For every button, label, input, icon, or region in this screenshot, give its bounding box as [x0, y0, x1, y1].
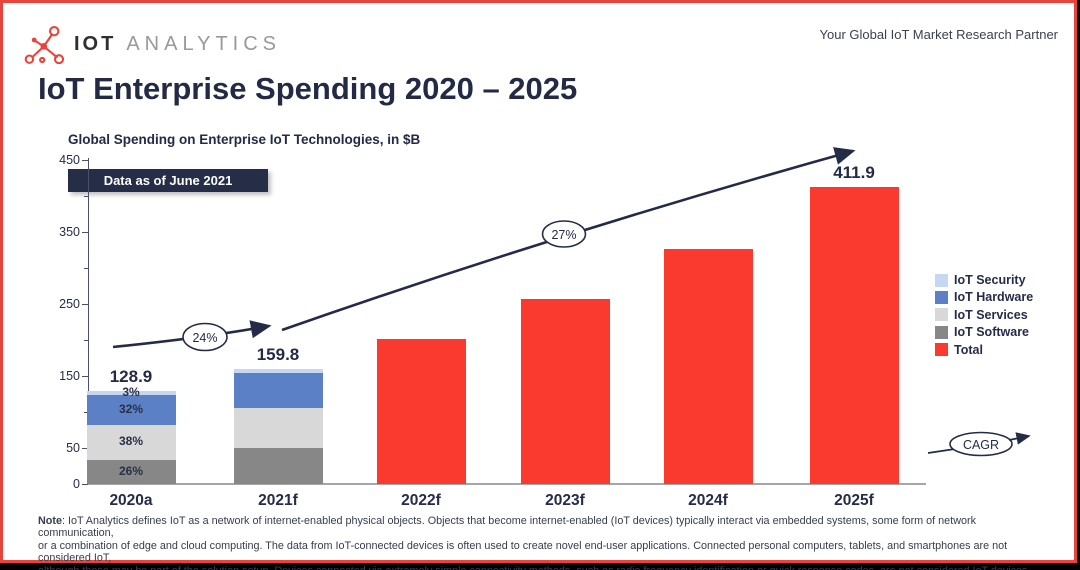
note-line-2: or a combination of edge and cloud compu…	[38, 539, 1008, 565]
legend-swatch-iot-hardware	[935, 290, 948, 304]
y-tick-150	[82, 376, 88, 377]
legend-swatch-iot-services	[935, 308, 948, 322]
y-tick-300	[84, 268, 88, 269]
legend-swatch-iot-security	[935, 273, 948, 287]
pct-label-2020a-iot-services: 38%	[118, 434, 144, 449]
bar-2024f	[663, 249, 753, 484]
page-title: IoT Enterprise Spending 2020 – 2025	[38, 71, 578, 106]
y-tick-400	[84, 196, 88, 197]
segment-2020a-iot-security	[86, 391, 176, 395]
legend-label: IoT Software	[954, 325, 1030, 340]
y-tick-50	[82, 448, 88, 449]
legend-item-iot-services: IoT Services	[935, 308, 1028, 322]
data-asof-badge: Data as of June 2021	[68, 169, 268, 192]
molecule-logo-icon	[24, 26, 64, 64]
y-tick-450	[82, 160, 88, 161]
pct-label-2020a-iot-security: 3%	[122, 385, 140, 400]
y-tick-0	[82, 484, 88, 485]
iot-analytics-logo: IOT ANALYTICS	[22, 24, 281, 64]
legend-item-iot-security: IoT Security	[935, 273, 1026, 287]
segment-2021f-iot-services	[233, 408, 323, 449]
y-tick-100	[84, 412, 88, 413]
note-line-3: although these may be part of the soluti…	[38, 565, 1048, 570]
legend-label: IoT Security	[954, 273, 1026, 287]
segment-2020a-iot-services	[86, 424, 176, 460]
cagr-oval-27	[541, 220, 587, 248]
segment-2021f-iot-software	[233, 448, 323, 484]
legend-item-iot-hardware: IoT Hardware	[935, 290, 1033, 304]
footer-note: Note: IoT Analytics defines IoT as a net…	[38, 515, 1048, 570]
y-tick-label-350: 350	[59, 225, 80, 239]
y-tick-label-150: 150	[59, 369, 80, 383]
tagline: Your Global IoT Market Research Partner	[819, 27, 1058, 42]
value-label-2025f: 411.9	[833, 163, 875, 183]
x-tick-label-2024f: 2024f	[688, 492, 728, 509]
cagr-symbol-label: CAGR	[963, 438, 999, 452]
x-tick-label-2023f: 2023f	[545, 492, 585, 509]
y-tick-label-450: 450	[59, 153, 80, 167]
chart-subtitle: Global Spending on Enterprise IoT Techno…	[68, 132, 421, 147]
segment-2021f-iot-security	[233, 368, 323, 373]
note-line-1: Note: IoT Analytics defines IoT as a net…	[38, 515, 976, 540]
y-axis	[88, 158, 89, 485]
pct-label-2020a-iot-software: 26%	[118, 463, 144, 478]
cagr-symbol-arrow-out	[1008, 432, 1031, 445]
value-label-2020a: 128.9	[109, 367, 153, 387]
legend-item-total: Total	[935, 343, 983, 357]
cagr-arrow-2020-2021	[112, 320, 272, 349]
y-tick-250	[82, 304, 88, 305]
cagr-oval-24	[182, 322, 228, 352]
y-tick-label-0: 0	[73, 477, 80, 491]
pct-label-2020a-iot-hardware: 32%	[118, 401, 144, 416]
cagr-symbol-oval	[949, 431, 1013, 457]
bar-2023f	[520, 298, 610, 484]
brand-secondary: ANALYTICS	[126, 32, 282, 55]
segment-2020a-iot-hardware	[86, 394, 176, 425]
x-tick-label-2022f: 2022f	[401, 492, 441, 509]
y-tick-200	[84, 340, 88, 341]
legend-label: Total	[954, 342, 983, 357]
y-tick-label-50: 50	[66, 441, 80, 455]
legend-swatch-iot-software	[935, 325, 948, 339]
legend-label: IoT Services	[954, 307, 1028, 322]
brand-name: IOT ANALYTICS	[74, 33, 281, 56]
x-tick-label-2021f: 2021f	[258, 492, 298, 509]
legend-swatch-total	[935, 343, 948, 357]
value-label-2021f: 159.8	[256, 344, 300, 364]
y-tick-label-250: 250	[59, 297, 80, 311]
bar-2025f	[809, 187, 899, 484]
bar-2020a: 26% 38% 32% 3%	[86, 385, 176, 484]
brand-primary: IOT	[74, 32, 117, 55]
x-tick-label-2020a: 2020a	[109, 492, 153, 509]
cagr-symbol-line-in	[927, 448, 956, 454]
x-tick-label-2025f: 2025f	[834, 492, 874, 509]
legend-item-iot-software: IoT Software	[935, 325, 1029, 339]
bar-2022f	[376, 338, 466, 484]
cagr-27-label: 27%	[551, 228, 576, 242]
segment-2021f-iot-hardware	[233, 372, 323, 409]
legend-label: IoT Hardware	[954, 290, 1034, 305]
segment-2020a-iot-software	[86, 459, 176, 484]
cagr-24-label: 24%	[192, 331, 217, 345]
x-axis	[88, 483, 926, 485]
bar-2021f	[233, 368, 323, 484]
y-tick-350	[82, 232, 88, 233]
